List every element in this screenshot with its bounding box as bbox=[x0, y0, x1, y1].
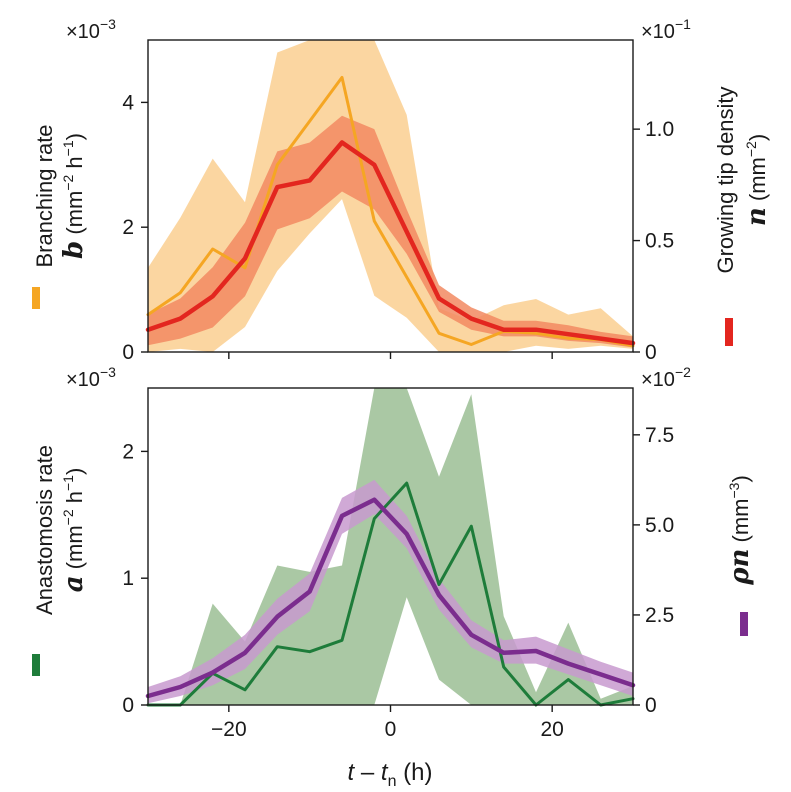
top-right-tick-label-0: 0 bbox=[645, 341, 657, 364]
anastomosis-rate-label: Anastomosis rate bbox=[32, 445, 57, 615]
growing-tip-density-symbol-unit: n (mm−2) bbox=[742, 134, 772, 226]
rho-n-legend-swatch bbox=[740, 612, 748, 636]
xtick-label-2: 20 bbox=[540, 718, 563, 741]
top-series-1-line bbox=[145, 140, 636, 346]
bottom-left-tick-label-2: 2 bbox=[122, 440, 134, 463]
bottom-right-tick-label-1: 2.5 bbox=[645, 604, 674, 627]
top-left-tick-label-1: 2 bbox=[122, 216, 134, 239]
top-series-0-line bbox=[146, 75, 635, 348]
branching-rate-label: Branching rate bbox=[32, 124, 57, 267]
bottom-left-multiplier: ×10−3 bbox=[66, 364, 116, 391]
bottom-left-tick-label-0: 0 bbox=[122, 694, 134, 717]
bottom-bands bbox=[148, 388, 633, 705]
top-ticks: 0 2 4 0 0.5 1.0 bbox=[122, 91, 674, 364]
x-axis-label: t – tn (h) bbox=[348, 759, 433, 790]
bottom-series-0-line bbox=[146, 481, 635, 707]
top-left-tick-label-0: 0 bbox=[122, 341, 134, 364]
growing-tip-density-label: Growing tip density bbox=[713, 86, 738, 273]
bottom-left-tick-label-1: 1 bbox=[122, 567, 134, 590]
bottom-right-ylabel: ρn (mm−3) bbox=[725, 475, 755, 586]
top-right-tick-label-1: 0.5 bbox=[645, 230, 674, 253]
top-lines bbox=[145, 75, 636, 348]
branching-rate-legend-swatch bbox=[32, 287, 40, 309]
top-panel: 0 2 4 0 0.5 1.0 ×10−3 ×10−1 Branching rate b … bbox=[32, 16, 772, 364]
bottom-left-ylabel: Anastomosis rate a (mm−2 h−1) bbox=[32, 445, 89, 615]
top-left-tick-label-2: 4 bbox=[122, 91, 134, 114]
rho-n-symbol-unit: ρn (mm−3) bbox=[725, 475, 755, 586]
bottom-right-tick-label-2: 5.0 bbox=[645, 514, 674, 537]
bottom-lines bbox=[145, 481, 636, 707]
bottom-right-tick-label-0: 0 bbox=[645, 694, 657, 717]
top-right-tick-label-2: 1.0 bbox=[645, 118, 674, 141]
top-left-multiplier: ×10−3 bbox=[66, 16, 116, 43]
top-right-multiplier: ×10−1 bbox=[641, 16, 691, 43]
growing-tip-density-legend-swatch bbox=[725, 318, 733, 346]
anastomosis-rate-legend-swatch bbox=[32, 654, 40, 676]
xtick-label-0: −20 bbox=[211, 718, 247, 741]
bottom-right-multiplier: ×10−2 bbox=[641, 364, 691, 391]
top-series-1-band bbox=[148, 115, 633, 348]
top-right-ylabel: Growing tip density n (mm−2) bbox=[713, 86, 772, 273]
bottom-series-1-band bbox=[148, 479, 633, 704]
anastomosis-rate-symbol-unit: a (mm−2 h−1) bbox=[59, 468, 89, 593]
top-left-ylabel: Branching rate b (mm−2 h−1) bbox=[32, 124, 89, 267]
bottom-right-tick-label-3: 7.5 bbox=[645, 424, 674, 447]
xtick-label-1: 0 bbox=[385, 718, 397, 741]
bottom-series-1-line bbox=[145, 497, 636, 699]
branching-rate-symbol-unit: b (mm−2 h−1) bbox=[59, 133, 89, 259]
